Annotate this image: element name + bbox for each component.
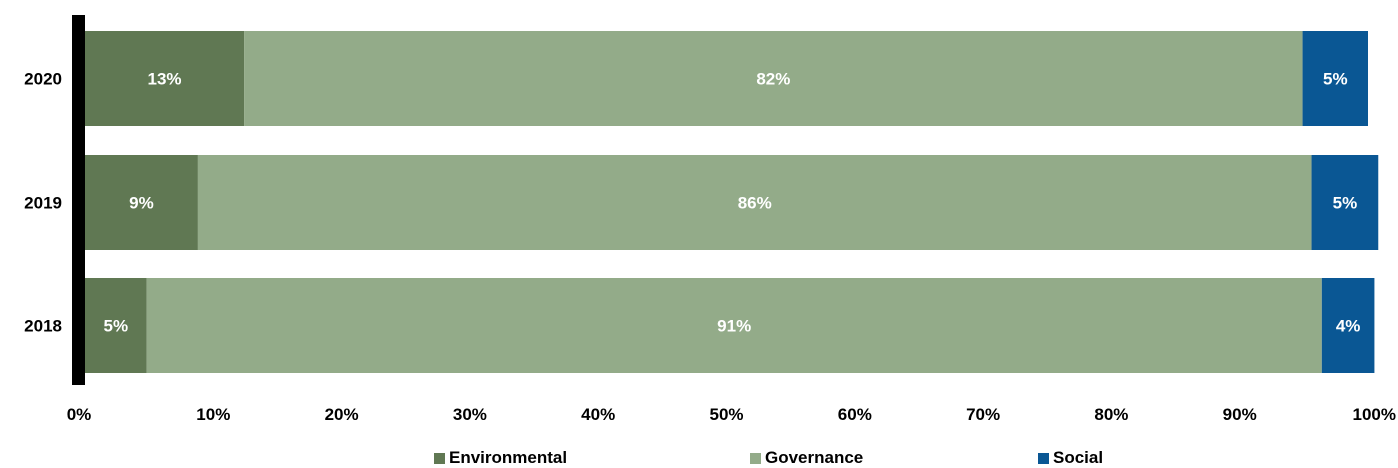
legend: Environmental Governance Social (0, 448, 1398, 468)
bar-governance-2018 (146, 278, 1322, 373)
category-label-2018: 2018 (24, 317, 62, 336)
legend-swatch (750, 452, 761, 464)
data-label-social-2020: 5% (1323, 70, 1348, 89)
data-label-social-2018: 4% (1336, 317, 1361, 336)
legend-item-governance: Governance (750, 448, 863, 468)
legend-item-environmental: Environmental (434, 448, 567, 468)
x-tick-label: 20% (325, 405, 359, 424)
legend-swatch (1038, 452, 1049, 464)
legend-label: Environmental (449, 448, 568, 467)
legend-label: Governance (765, 448, 864, 467)
x-tick-label: 0% (67, 405, 92, 424)
bar-social-2019 (1311, 155, 1379, 250)
bar-labels-layer: 13% 82% 5% 9% 86% 5% 5% 91% 4% (104, 70, 1361, 336)
x-tick-label: 100% (1353, 405, 1396, 424)
bar-social-2018 (1321, 278, 1375, 373)
legend-item-social: Social (1038, 448, 1103, 468)
data-label-environmental-2018: 5% (104, 317, 129, 336)
bars-layer (85, 31, 1379, 373)
data-label-governance-2019: 86% (738, 194, 772, 213)
data-label-social-2019: 5% (1333, 194, 1358, 213)
x-tick-label: 70% (966, 405, 1000, 424)
bar-governance-2020 (244, 31, 1303, 126)
bar-governance-2019 (197, 155, 1312, 250)
x-tick-label: 90% (1223, 405, 1257, 424)
legend-label: Social (1053, 448, 1104, 467)
x-tick-label: 80% (1094, 405, 1128, 424)
data-label-governance-2020: 82% (756, 70, 790, 89)
category-labels-layer: 2020 2019 2018 (24, 70, 62, 336)
data-label-environmental-2019: 9% (129, 194, 154, 213)
x-tick-label: 60% (838, 405, 872, 424)
x-tick-label: 30% (453, 405, 487, 424)
bar-environmental-2018 (85, 278, 147, 373)
data-label-governance-2018: 91% (717, 317, 751, 336)
data-label-environmental-2020: 13% (148, 70, 182, 89)
category-label-2019: 2019 (24, 194, 62, 213)
bar-environmental-2020 (85, 31, 245, 126)
x-tick-label: 10% (196, 405, 230, 424)
bar-environmental-2019 (85, 155, 198, 250)
x-tick-label: 40% (581, 405, 615, 424)
legend-swatch (434, 452, 445, 464)
x-tick-label: 50% (709, 405, 743, 424)
bar-social-2020 (1302, 31, 1368, 126)
x-axis-ticks-layer: 0% 10% 20% 30% 40% 50% 60% 70% 80% 90% 100% (67, 405, 1396, 424)
y-axis-line (72, 15, 85, 385)
category-label-2020: 2020 (24, 70, 62, 89)
